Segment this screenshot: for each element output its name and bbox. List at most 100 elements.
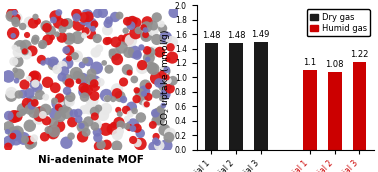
- Point: [154, 16, 160, 19]
- Text: 1.48: 1.48: [227, 31, 245, 40]
- Point: [155, 113, 161, 115]
- Point: [11, 115, 17, 118]
- Text: 1.49: 1.49: [251, 30, 270, 39]
- Point: [34, 20, 40, 23]
- Point: [43, 119, 50, 122]
- Point: [171, 11, 177, 14]
- Point: [74, 74, 81, 77]
- Point: [54, 102, 60, 105]
- Point: [13, 134, 19, 137]
- Point: [154, 38, 160, 41]
- Point: [54, 68, 60, 71]
- Point: [135, 142, 141, 144]
- Point: [39, 58, 45, 61]
- Point: [69, 121, 75, 123]
- Point: [13, 21, 19, 24]
- Point: [86, 107, 92, 110]
- Point: [156, 144, 162, 147]
- Point: [15, 51, 21, 53]
- Point: [137, 132, 143, 135]
- Point: [150, 29, 156, 31]
- Point: [114, 145, 120, 147]
- Point: [132, 110, 138, 112]
- Point: [104, 40, 110, 42]
- Point: [40, 43, 46, 46]
- Point: [56, 22, 62, 24]
- Point: [153, 140, 159, 142]
- Point: [21, 47, 27, 49]
- Point: [134, 89, 140, 92]
- Point: [93, 67, 99, 69]
- Point: [95, 136, 101, 139]
- Point: [141, 26, 147, 29]
- Point: [67, 96, 73, 98]
- Point: [60, 106, 67, 109]
- Point: [64, 111, 70, 114]
- Point: [117, 113, 123, 115]
- Point: [80, 78, 86, 80]
- Bar: [328, 72, 342, 150]
- Point: [134, 54, 140, 57]
- Point: [169, 56, 175, 59]
- Point: [52, 15, 58, 18]
- Point: [81, 34, 87, 37]
- Point: [59, 76, 65, 78]
- Point: [33, 82, 39, 85]
- Point: [60, 28, 66, 31]
- Point: [85, 15, 91, 18]
- Point: [66, 37, 72, 40]
- Point: [29, 90, 35, 92]
- Point: [15, 60, 21, 63]
- Point: [145, 58, 151, 61]
- Point: [50, 132, 56, 135]
- Point: [63, 49, 69, 51]
- Point: [73, 16, 79, 19]
- Point: [121, 81, 127, 83]
- Point: [157, 51, 163, 53]
- Point: [79, 124, 85, 127]
- Point: [68, 36, 74, 39]
- Point: [156, 118, 162, 121]
- Text: 1.1: 1.1: [304, 58, 317, 67]
- Point: [6, 125, 12, 128]
- Text: 1.48: 1.48: [202, 31, 221, 40]
- Point: [115, 109, 121, 111]
- Bar: [229, 43, 243, 150]
- Point: [6, 114, 12, 117]
- Point: [11, 60, 17, 63]
- Point: [73, 13, 79, 15]
- Point: [106, 68, 112, 71]
- Point: [67, 100, 73, 103]
- Point: [14, 131, 20, 133]
- Point: [119, 46, 125, 49]
- Point: [20, 93, 26, 95]
- Point: [66, 49, 72, 52]
- Point: [96, 145, 102, 148]
- Point: [24, 34, 30, 36]
- Point: [62, 22, 68, 24]
- Point: [20, 108, 26, 110]
- Point: [20, 137, 26, 140]
- Point: [114, 92, 120, 95]
- Point: [144, 21, 150, 23]
- Point: [94, 131, 100, 133]
- Point: [14, 17, 20, 19]
- Point: [158, 108, 164, 111]
- Point: [126, 51, 132, 54]
- Point: [133, 98, 139, 100]
- Point: [16, 113, 22, 116]
- Point: [51, 130, 57, 133]
- Point: [44, 26, 50, 29]
- Point: [23, 53, 29, 56]
- Text: Ni-adeninate MOF: Ni-adeninate MOF: [38, 155, 144, 165]
- Point: [43, 108, 49, 111]
- Point: [150, 24, 156, 27]
- Point: [12, 12, 18, 14]
- Point: [93, 51, 99, 54]
- Point: [134, 127, 140, 130]
- Point: [13, 138, 19, 140]
- Point: [140, 99, 146, 101]
- Point: [31, 75, 37, 78]
- Point: [91, 23, 98, 26]
- Point: [124, 125, 130, 127]
